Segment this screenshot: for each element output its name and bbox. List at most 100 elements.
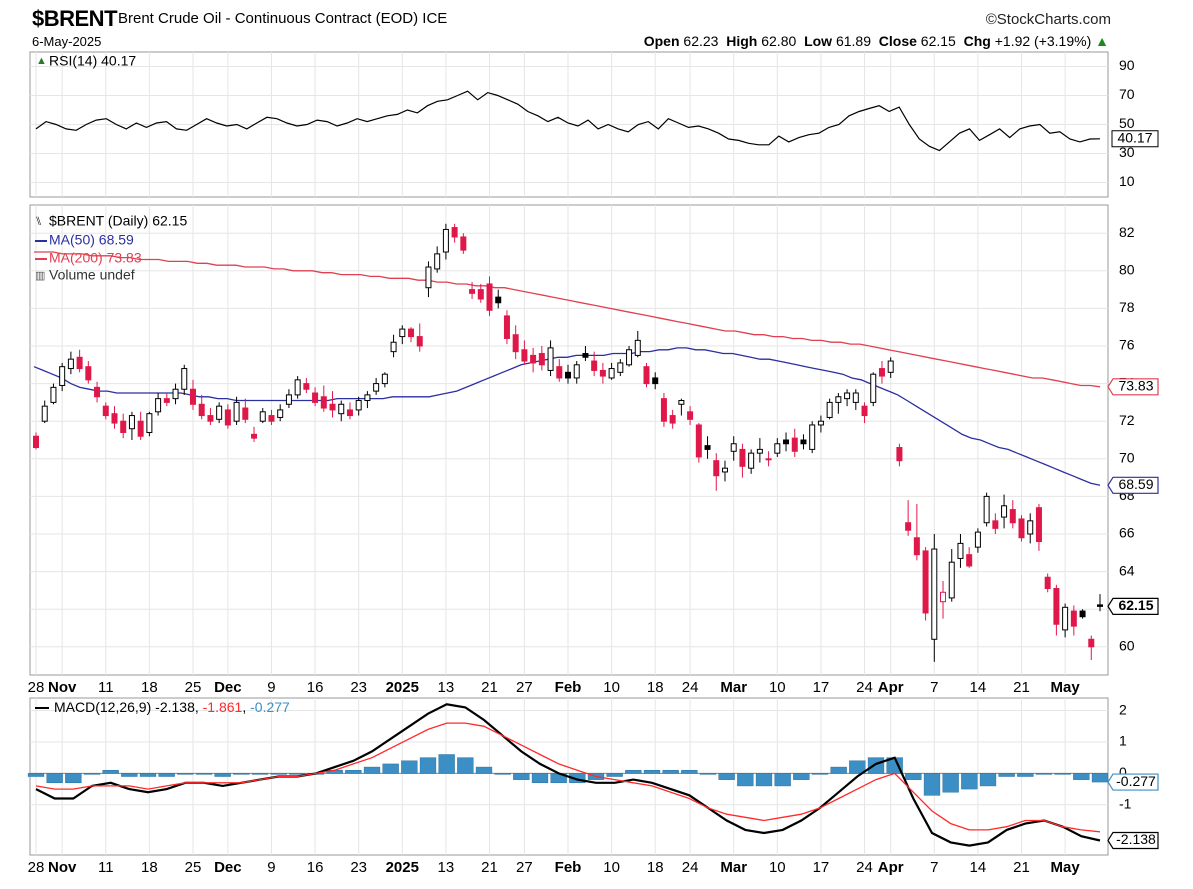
exchange-text: ICE: [422, 10, 448, 27]
rsi-tick-label: 30: [1119, 144, 1135, 160]
rsi-value-tag: [1111, 130, 1159, 148]
macd-x-label: 16: [307, 859, 324, 876]
high-label: High: [726, 33, 758, 49]
ma200-line: [34, 251, 1101, 388]
price-tick-label: 70: [1119, 450, 1135, 466]
close-label: Close: [878, 33, 917, 49]
macd-histogram-bar: [233, 773, 250, 775]
macd-histogram-bar: [27, 773, 45, 777]
candle-body: [582, 353, 589, 358]
candle-body: [477, 289, 484, 300]
ma50-value-tag: [1107, 476, 1159, 494]
macd-x-label: Nov: [48, 859, 77, 876]
candle-body: [242, 407, 249, 420]
quote-date: 6-May-2025: [32, 34, 102, 49]
candle-body: [565, 371, 571, 379]
low-value: 61.89: [835, 33, 871, 49]
candle-body: [320, 396, 327, 409]
candle-body: [503, 315, 510, 339]
candle-body: [102, 405, 109, 417]
macd-x-label: 25: [185, 859, 202, 876]
price-legend-main: $BRENT (Daily) 62.15: [49, 213, 187, 229]
macd-histogram-bar: [46, 773, 63, 784]
price-tick-label: 66: [1119, 525, 1135, 541]
macd-histogram-bar: [102, 769, 119, 774]
candle-body: [355, 400, 362, 411]
macd-histogram-bar: [531, 773, 549, 784]
candle-body: [913, 537, 920, 556]
macd-tick-label: 1: [1119, 733, 1127, 749]
candle-body: [224, 409, 231, 426]
candle-body: [425, 266, 432, 289]
candle-body: [399, 328, 406, 338]
candle-body: [774, 443, 781, 454]
candle-body: [1009, 509, 1016, 524]
candle-body: [1070, 610, 1077, 627]
macd-histogram-bar: [401, 760, 418, 774]
macd-histogram-bar: [270, 773, 287, 775]
macd-x-label: Apr: [878, 859, 904, 876]
high-value: 62.80: [761, 33, 797, 49]
histogram-value-label: -0.277: [1116, 773, 1156, 789]
candle-body: [1053, 588, 1060, 625]
low-label: Low: [804, 33, 833, 49]
candle-body: [922, 550, 929, 614]
macd-histogram-bar: [737, 773, 754, 787]
macd-histogram-bar: [998, 773, 1015, 777]
candle-body: [469, 289, 476, 294]
macd-x-label: 7: [930, 859, 938, 876]
candle-body: [538, 353, 545, 366]
candle-body: [739, 448, 746, 467]
macd-value-tag: [1107, 831, 1159, 850]
price-x-label: 18: [647, 679, 664, 696]
up-arrow-icon: ▲: [1095, 33, 1109, 49]
ma200-value-label: 73.83: [1118, 377, 1153, 393]
price-x-label: 10: [603, 679, 620, 696]
macd-tick-label: -1: [1119, 795, 1132, 811]
candle-body: [1088, 638, 1095, 648]
macd-x-label: 11: [98, 859, 114, 876]
macd-x-label: 9: [267, 859, 275, 876]
rsi-legend: RSI(14) 40.17: [49, 53, 136, 69]
price-x-label: 9: [267, 679, 275, 696]
candle-body: [76, 356, 83, 370]
candle-body: [826, 401, 833, 418]
price-x-label: 25: [185, 679, 202, 696]
candle-body: [364, 394, 371, 402]
candle-body: [957, 542, 964, 559]
price-x-label: 24: [856, 679, 873, 696]
candle-body: [791, 437, 798, 452]
candle-body: [695, 424, 702, 458]
macd-histogram-bar: [382, 763, 399, 774]
ma200-legend: MA(200) 73.83: [49, 250, 142, 266]
price-x-label: Mar: [720, 679, 747, 696]
candle-body: [905, 522, 912, 531]
candle-body: [172, 388, 179, 400]
macd-x-label: 18: [647, 859, 664, 876]
candle-legend-icon: ⑊: [35, 214, 42, 228]
macd-histogram-bar: [830, 766, 847, 774]
ma50-line: [33, 347, 1101, 486]
candle-body: [1079, 610, 1086, 618]
price-x-label: 2025: [386, 679, 419, 696]
macd-line: [35, 703, 1101, 847]
candle-body: [783, 439, 790, 445]
macd-histogram-bar: [905, 773, 922, 780]
macd-value-label: -2.138: [1116, 831, 1156, 847]
price-x-label: 24: [682, 679, 699, 696]
macd-histogram-bar: [662, 769, 679, 774]
candle-body: [748, 452, 755, 469]
ma50-value-label: 68.59: [1118, 476, 1153, 492]
macd-histogram-bar: [177, 773, 194, 775]
macd-histogram-bar: [1073, 773, 1090, 780]
ma200-value-tag: [1107, 378, 1159, 396]
candle-body: [233, 401, 240, 422]
candle-body: [1035, 507, 1042, 543]
price-x-label: 21: [1013, 679, 1030, 696]
histogram-value-tag: [1107, 773, 1159, 791]
rsi-value-label: 40.17: [1117, 129, 1152, 145]
price-x-label: Nov: [48, 679, 77, 696]
macd-x-label: 23: [350, 859, 367, 876]
candle-body: [50, 386, 57, 403]
signal-line: [35, 722, 1101, 833]
